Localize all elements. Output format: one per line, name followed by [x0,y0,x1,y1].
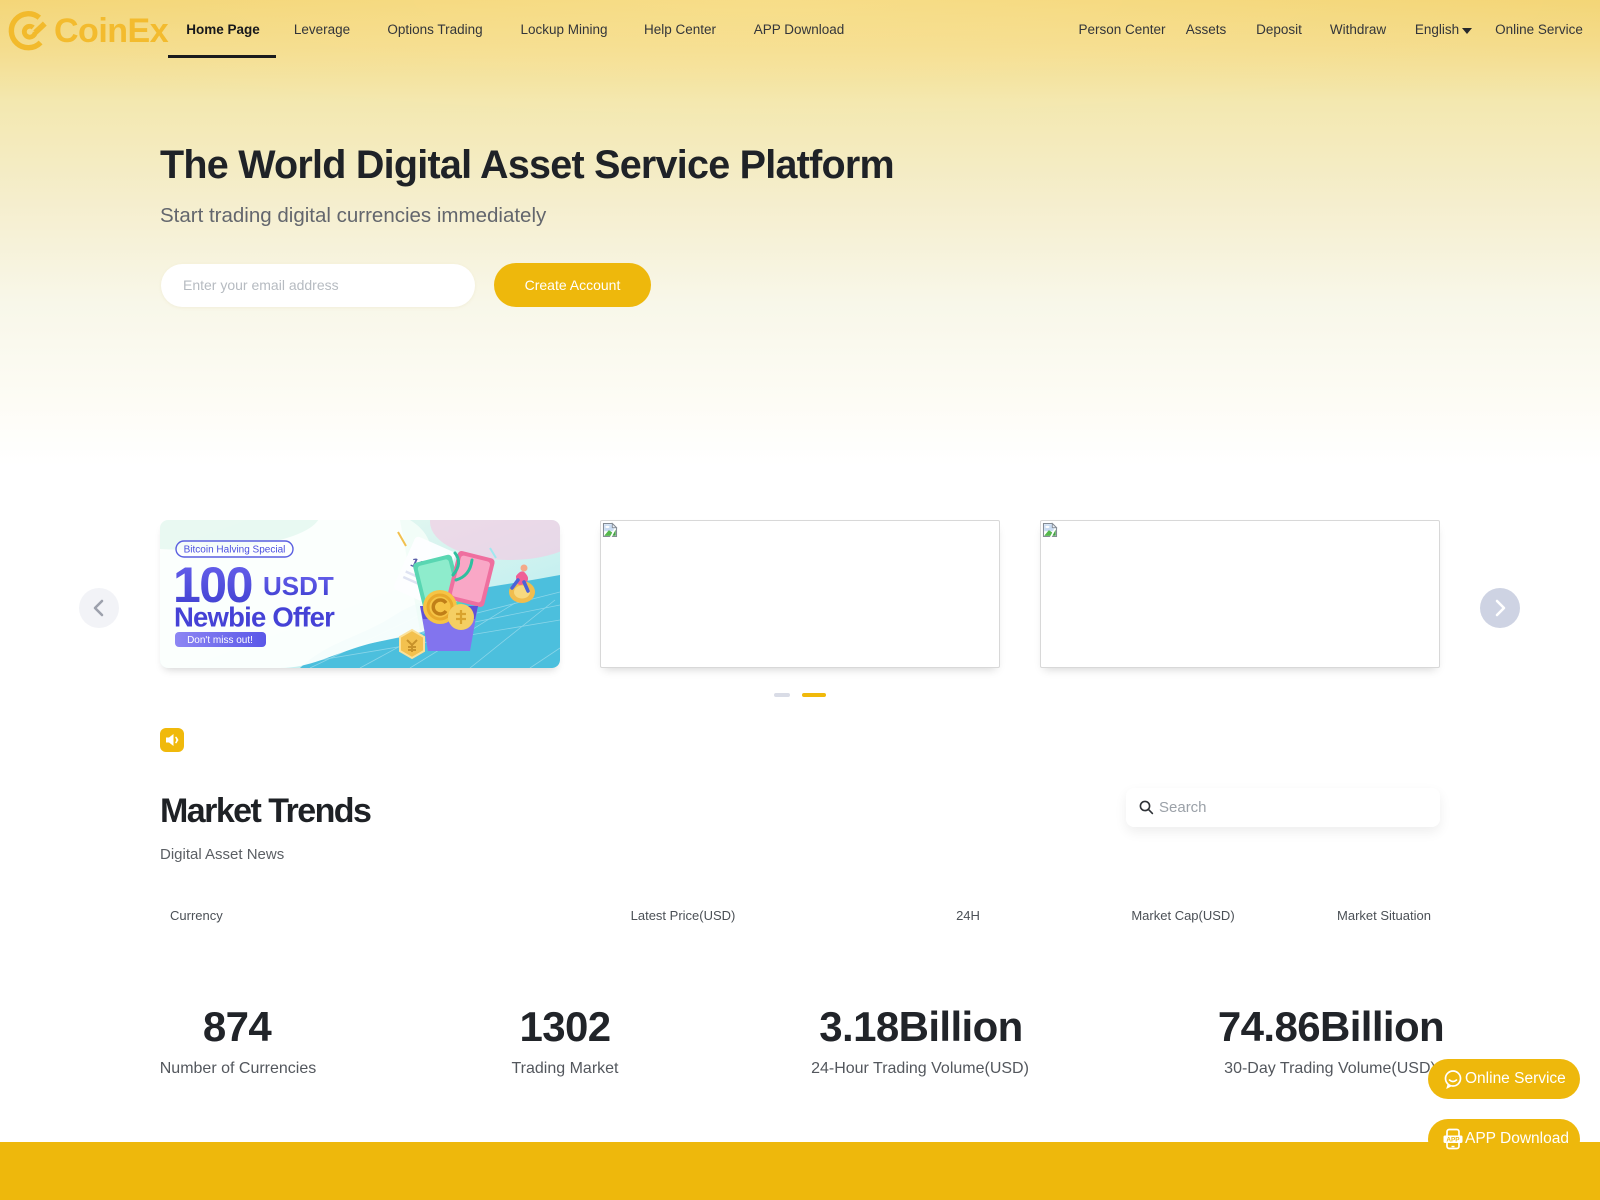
svg-text:Newbie Offer: Newbie Offer [174,602,335,633]
svg-text:Don't miss out!: Don't miss out! [187,635,253,646]
svg-text:APP: APP [1446,1137,1460,1144]
svg-text:Bitcoin Halving Special: Bitcoin Halving Special [184,545,286,556]
svg-text:100: 100 [173,557,252,613]
svg-text:USDT: USDT [263,571,334,601]
